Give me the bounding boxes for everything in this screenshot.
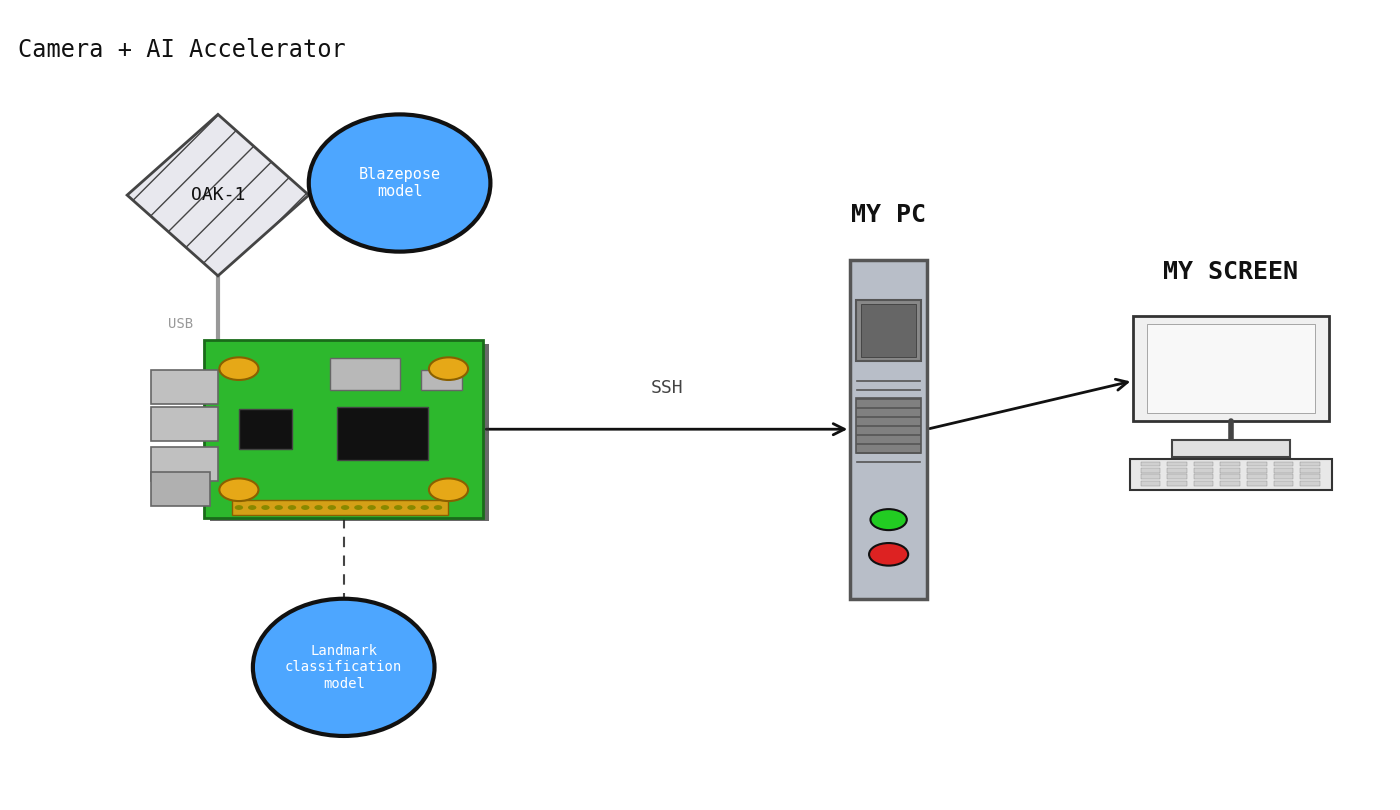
Circle shape — [367, 505, 375, 510]
FancyBboxPatch shape — [1301, 468, 1320, 473]
FancyBboxPatch shape — [1141, 475, 1161, 480]
Circle shape — [235, 505, 244, 510]
Text: MY PC: MY PC — [851, 203, 927, 228]
Circle shape — [220, 479, 259, 501]
FancyBboxPatch shape — [1274, 462, 1294, 467]
FancyBboxPatch shape — [1194, 468, 1214, 473]
Ellipse shape — [309, 114, 490, 252]
Circle shape — [301, 505, 309, 510]
FancyBboxPatch shape — [151, 472, 210, 506]
FancyBboxPatch shape — [420, 370, 462, 390]
FancyBboxPatch shape — [151, 407, 218, 441]
FancyBboxPatch shape — [1301, 475, 1320, 480]
FancyBboxPatch shape — [850, 260, 927, 599]
Circle shape — [248, 505, 256, 510]
FancyBboxPatch shape — [1141, 481, 1161, 486]
FancyBboxPatch shape — [1247, 468, 1267, 473]
FancyBboxPatch shape — [232, 501, 448, 515]
Circle shape — [381, 505, 389, 510]
Text: MY SCREEN: MY SCREEN — [1163, 260, 1298, 284]
FancyBboxPatch shape — [1274, 468, 1294, 473]
Circle shape — [274, 505, 283, 510]
FancyBboxPatch shape — [1141, 462, 1161, 467]
Circle shape — [434, 505, 442, 510]
FancyBboxPatch shape — [1172, 440, 1291, 458]
Text: SSH: SSH — [651, 379, 683, 397]
FancyBboxPatch shape — [1274, 481, 1294, 486]
Circle shape — [315, 505, 323, 510]
Text: Landmark
classification
model: Landmark classification model — [286, 644, 402, 691]
FancyBboxPatch shape — [1133, 316, 1329, 421]
Circle shape — [288, 505, 297, 510]
FancyBboxPatch shape — [1194, 481, 1214, 486]
FancyBboxPatch shape — [330, 358, 399, 390]
Text: USB: USB — [168, 318, 193, 331]
Circle shape — [407, 505, 416, 510]
FancyBboxPatch shape — [855, 398, 921, 453]
FancyBboxPatch shape — [1247, 481, 1267, 486]
Circle shape — [869, 543, 909, 565]
FancyBboxPatch shape — [1168, 475, 1187, 480]
FancyBboxPatch shape — [1168, 468, 1187, 473]
FancyBboxPatch shape — [1141, 468, 1161, 473]
FancyBboxPatch shape — [1130, 459, 1333, 490]
FancyBboxPatch shape — [1221, 481, 1240, 486]
FancyBboxPatch shape — [1274, 475, 1294, 480]
FancyBboxPatch shape — [1147, 324, 1315, 413]
FancyBboxPatch shape — [151, 370, 218, 404]
FancyBboxPatch shape — [855, 301, 921, 361]
Text: OAK-1: OAK-1 — [190, 186, 245, 204]
Circle shape — [393, 505, 402, 510]
Text: Blazepose
model: Blazepose model — [358, 167, 441, 199]
FancyBboxPatch shape — [1221, 468, 1240, 473]
Circle shape — [428, 479, 468, 501]
FancyBboxPatch shape — [1168, 481, 1187, 486]
Polygon shape — [127, 114, 309, 276]
Circle shape — [871, 509, 907, 530]
FancyBboxPatch shape — [204, 340, 483, 518]
Circle shape — [428, 357, 468, 380]
FancyBboxPatch shape — [1301, 481, 1320, 486]
FancyBboxPatch shape — [1194, 462, 1214, 467]
Text: Camera + AI Accelerator: Camera + AI Accelerator — [18, 38, 346, 62]
FancyBboxPatch shape — [210, 343, 489, 522]
FancyBboxPatch shape — [151, 447, 218, 481]
FancyBboxPatch shape — [1221, 462, 1240, 467]
FancyBboxPatch shape — [337, 407, 427, 460]
Ellipse shape — [253, 599, 434, 736]
FancyBboxPatch shape — [1221, 475, 1240, 480]
FancyBboxPatch shape — [1301, 462, 1320, 467]
Circle shape — [328, 505, 336, 510]
FancyBboxPatch shape — [1168, 462, 1187, 467]
Circle shape — [262, 505, 270, 510]
Circle shape — [220, 357, 259, 380]
Circle shape — [354, 505, 363, 510]
Circle shape — [342, 505, 349, 510]
FancyBboxPatch shape — [861, 305, 916, 357]
FancyBboxPatch shape — [1247, 475, 1267, 480]
FancyBboxPatch shape — [1247, 462, 1267, 467]
FancyBboxPatch shape — [239, 409, 293, 450]
FancyBboxPatch shape — [1194, 475, 1214, 480]
Circle shape — [420, 505, 428, 510]
